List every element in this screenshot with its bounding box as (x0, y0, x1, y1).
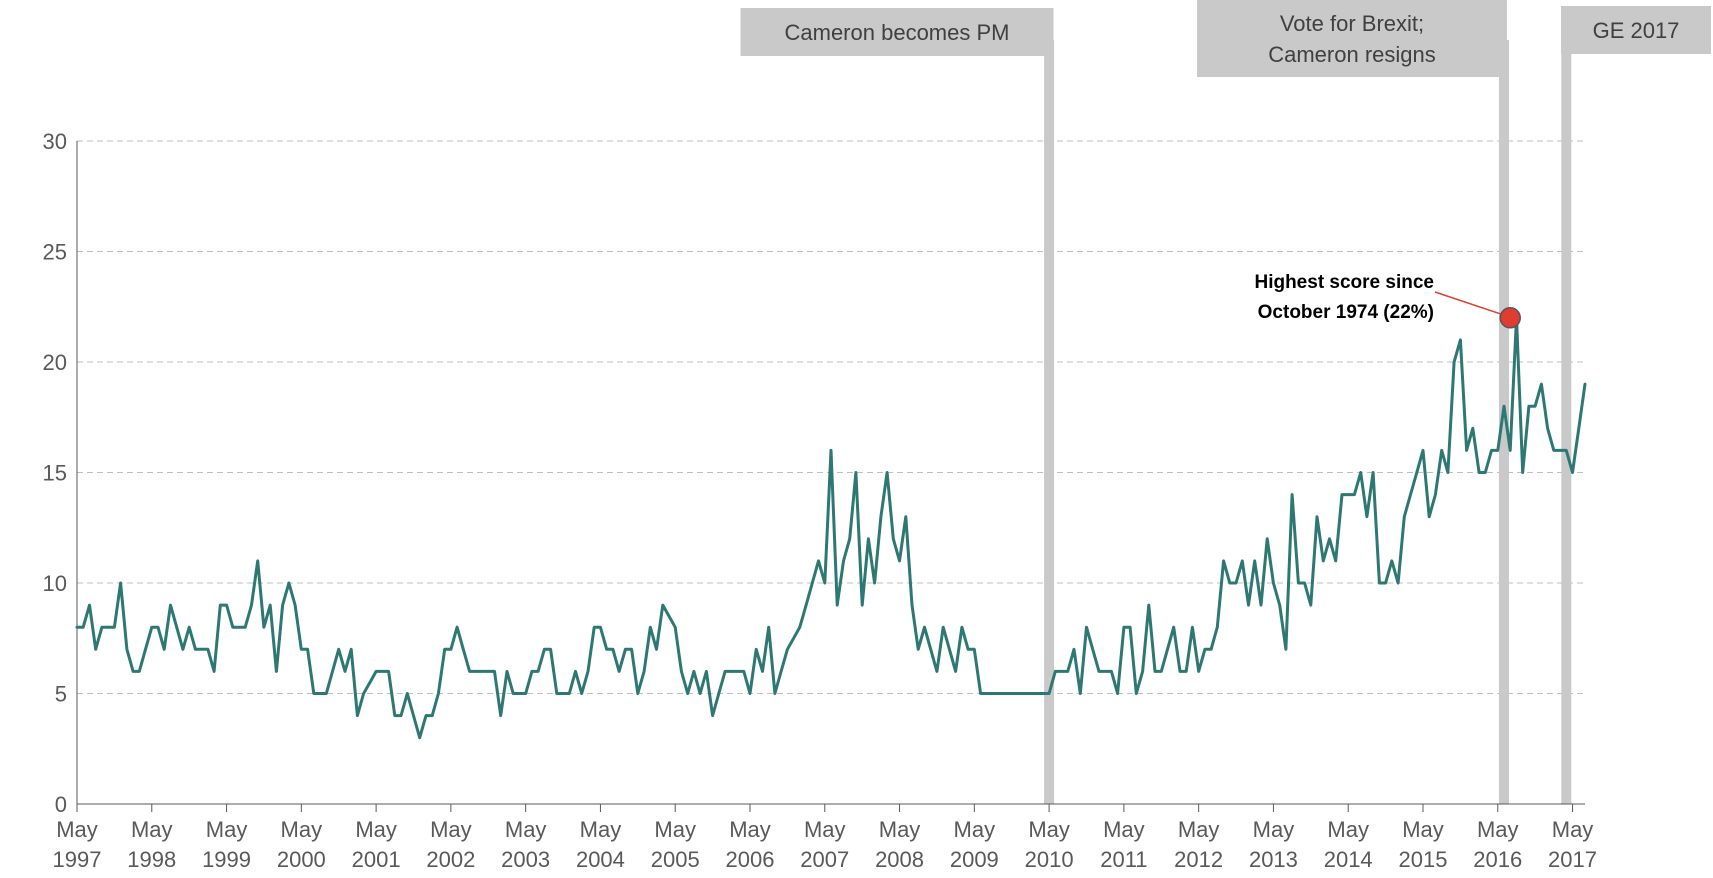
x-tick-label-year-9: 2006 (726, 847, 775, 872)
x-tick-label-month-15: May (1178, 817, 1220, 842)
x-tick-label-month-6: May (505, 817, 547, 842)
x-tick-label-year-2: 1999 (202, 847, 251, 872)
x-tick-label-month-17: May (1327, 817, 1369, 842)
x-tick-label-month-19: May (1477, 817, 1519, 842)
annotation-text-line-1: October 1974 (22%) (1258, 302, 1434, 323)
highlight-point (1499, 307, 1521, 329)
y-tick-label-4: 20 (43, 350, 67, 375)
x-tick-label-year-19: 2016 (1473, 847, 1522, 872)
y-tick-label-0: 0 (55, 792, 67, 817)
y-tick-label-5: 25 (43, 240, 67, 265)
x-tick-label-year-17: 2014 (1324, 847, 1373, 872)
x-tick-label-year-5: 2002 (426, 847, 475, 872)
annotation-leader-line (1434, 291, 1501, 315)
event-line-1 (1498, 40, 1509, 804)
x-tick-label-year-4: 2001 (352, 847, 401, 872)
x-tick-label-month-9: May (729, 817, 771, 842)
x-tick-label-month-16: May (1253, 817, 1295, 842)
series-layer (75, 316, 1587, 740)
event-line-0 (1044, 40, 1055, 804)
event-label-box-0 (740, 8, 1054, 56)
x-tick-label-month-10: May (804, 817, 846, 842)
x-tick-label-year-12: 2009 (950, 847, 999, 872)
y-tick-label-3: 15 (43, 461, 67, 486)
x-tick-label-month-1: May (131, 817, 173, 842)
series-line-0 (75, 316, 1587, 740)
annotation-layer: Highest score since October 1974 (22%) (1254, 272, 1521, 329)
x-tick-label-month-3: May (281, 817, 323, 842)
y-tick-label-2: 10 (43, 571, 67, 596)
x-tick-label-year-13: 2010 (1025, 847, 1074, 872)
x-tick-label-year-18: 2015 (1399, 847, 1448, 872)
x-tick-label-month-7: May (580, 817, 622, 842)
x-tick-label-year-7: 2004 (576, 847, 625, 872)
x-tick-label-year-1: 1998 (127, 847, 176, 872)
x-tick-label-month-20: May (1552, 817, 1594, 842)
event-markers: Cameron becomes PM Vote for Brexit; Camero… (740, 0, 1711, 804)
x-tick-label-month-13: May (1028, 817, 1070, 842)
x-tick-label-year-6: 2003 (501, 847, 550, 872)
x-tick-label-year-20: 2017 (1548, 847, 1597, 872)
x-tick-label-year-3: 2000 (277, 847, 326, 872)
x-tick-label-year-15: 2012 (1174, 847, 1223, 872)
x-tick-label-year-10: 2007 (800, 847, 849, 872)
x-tick-label-year-16: 2013 (1249, 847, 1298, 872)
x-tick-label-year-14: 2011 (1100, 847, 1147, 872)
event-label-1-line-0: Vote for Brexit; (1280, 11, 1424, 36)
annotation-text-line-0: Highest score since (1254, 272, 1434, 293)
gridlines (77, 140, 1585, 694)
x-tick-label-month-5: May (430, 817, 472, 842)
event-label-box-1 (1197, 0, 1507, 77)
x-tick-label-month-2: May (206, 817, 248, 842)
y-tick-label-6: 30 (43, 129, 67, 154)
x-tick-label-month-12: May (954, 817, 996, 842)
event-label-0-line-0: Cameron becomes PM (785, 20, 1010, 45)
x-tick-label-month-8: May (654, 817, 696, 842)
event-label-2-line-0: GE 2017 (1593, 18, 1680, 43)
y-tick-label-1: 5 (55, 682, 67, 707)
x-tick-label-month-18: May (1402, 817, 1444, 842)
x-tick-label-month-4: May (355, 817, 397, 842)
event-line-2 (1561, 40, 1572, 804)
x-tick-label-year-11: 2008 (875, 847, 924, 872)
x-tick-label-year-0: 1997 (53, 847, 102, 872)
axes: 0 5 10 15 20 25 30 May 1997 May 1998 May 1999 May 2000… (43, 129, 1597, 872)
x-tick-label-year-8: 2005 (651, 847, 700, 872)
x-tick-label-month-14: May (1103, 817, 1145, 842)
x-tick-label-month-11: May (879, 817, 921, 842)
event-label-1-line-1: Cameron resigns (1268, 42, 1436, 67)
event-label-box-2 (1561, 6, 1711, 54)
x-tick-label-month-0: May (56, 817, 98, 842)
